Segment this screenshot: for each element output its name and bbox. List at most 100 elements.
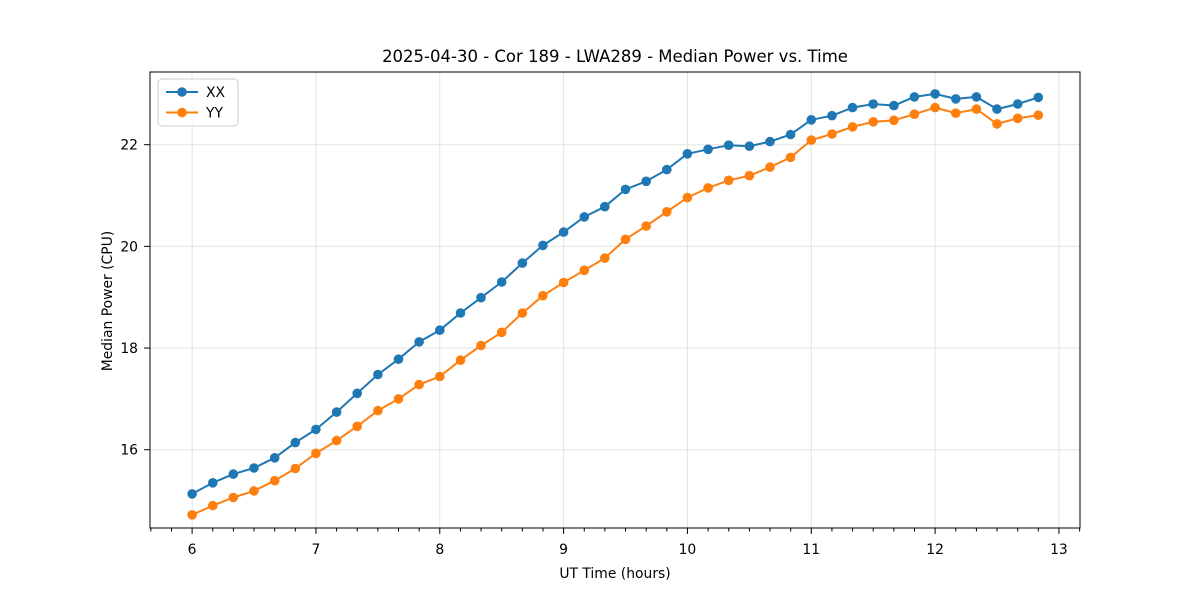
series-point-XX: [352, 388, 363, 399]
series-point-YY: [579, 265, 590, 276]
series-point-YY: [971, 104, 982, 114]
series-point-YY: [847, 122, 858, 132]
series-point-YY: [208, 500, 218, 511]
y-tick-label: 22: [120, 138, 138, 154]
series-point-XX: [558, 227, 569, 237]
series-point-XX: [930, 89, 940, 99]
series-point-YY: [703, 183, 713, 193]
series-point-XX: [249, 463, 259, 473]
series-point-XX: [847, 102, 858, 113]
series-point-XX: [744, 141, 755, 151]
legend-box: [157, 78, 239, 127]
series-point-XX: [311, 424, 321, 435]
series-point-XX: [600, 201, 610, 212]
series-point-YY: [868, 117, 878, 127]
series-point-XX: [909, 92, 920, 102]
series-point-XX: [290, 437, 301, 448]
series-point-YY: [620, 234, 631, 245]
series-point-XX: [538, 240, 548, 251]
series-point-XX: [517, 258, 528, 268]
series-point-XX: [373, 369, 383, 380]
series-point-XX: [269, 453, 280, 463]
series-point-XX: [703, 144, 713, 155]
series-point-XX: [641, 176, 651, 187]
series-point-YY: [496, 327, 507, 338]
series-point-XX: [476, 292, 486, 303]
series-point-XX: [889, 100, 899, 111]
x-tick-label: 11: [802, 542, 820, 558]
series-point-YY: [992, 119, 1002, 129]
series-point-YY: [951, 108, 961, 118]
series-point-YY: [414, 379, 424, 390]
y-tick-label: 16: [120, 443, 138, 459]
series-point-XX: [992, 104, 1002, 114]
y-axis-label: Median Power (CPU): [100, 231, 116, 371]
series-point-YY: [662, 207, 672, 217]
y-tick-label: 18: [120, 341, 138, 357]
series-point-XX: [496, 277, 507, 287]
x-axis-label: UT Time (hours): [559, 566, 670, 582]
series-point-XX: [414, 337, 424, 347]
series-point-YY: [682, 192, 693, 203]
series-point-XX: [187, 489, 197, 499]
series-point-YY: [352, 421, 363, 432]
series-point-YY: [930, 102, 940, 113]
series-point-YY: [744, 170, 755, 181]
series-point-YY: [1033, 110, 1044, 120]
series-point-XX: [868, 99, 878, 109]
series-point-XX: [765, 136, 775, 147]
series-point-YY: [765, 162, 775, 172]
series-point-XX: [723, 140, 734, 150]
series-point-XX: [785, 129, 796, 140]
legend-label-XX: XX: [206, 85, 226, 101]
x-tick-label: 13: [1050, 542, 1068, 558]
series-point-YY: [889, 115, 899, 126]
legend: XX YY: [157, 78, 239, 127]
series-point-YY: [1012, 113, 1023, 124]
series-point-YY: [373, 405, 383, 416]
series-point-XX: [208, 478, 218, 488]
x-tick-label: 6: [188, 542, 197, 558]
series-point-XX: [620, 184, 631, 195]
series-point-YY: [517, 308, 528, 318]
series-point-YY: [723, 175, 734, 186]
series-point-XX: [971, 92, 982, 102]
x-tick-label: 7: [312, 542, 321, 558]
chart-title: 2025-04-30 - Cor 189 - LWA289 - Median P…: [382, 47, 848, 66]
series-point-XX: [435, 325, 445, 336]
series-point-XX: [951, 94, 961, 104]
y-tick-label: 20: [120, 239, 138, 255]
series-point-XX: [806, 115, 817, 125]
series-point-YY: [455, 355, 466, 366]
series-point-YY: [187, 510, 197, 520]
series-point-YY: [228, 492, 239, 503]
series-point-XX: [579, 212, 590, 222]
series-point-XX: [682, 149, 693, 159]
series-point-YY: [806, 135, 817, 145]
series-point-YY: [249, 486, 259, 496]
series-point-YY: [476, 340, 486, 351]
plot-content: 6 7 8 9 10 11 12 13 16 18 20 22: [120, 71, 1081, 558]
plot-background: [150, 72, 1080, 528]
series-point-XX: [228, 469, 239, 479]
series-point-XX: [662, 164, 672, 175]
x-tick-label: 12: [926, 542, 944, 558]
series-point-XX: [1033, 92, 1044, 103]
series-point-YY: [331, 435, 342, 446]
series-point-YY: [311, 448, 321, 459]
series-point-XX: [331, 407, 342, 417]
x-tick-label: 9: [559, 542, 568, 558]
series-point-YY: [641, 221, 651, 231]
series-point-XX: [393, 354, 404, 365]
series-point-YY: [600, 253, 610, 263]
series-point-YY: [538, 290, 548, 301]
legend-marker-YY: [177, 107, 187, 118]
series-point-YY: [827, 129, 837, 139]
series-point-XX: [1012, 99, 1023, 109]
series-point-YY: [269, 475, 280, 486]
series-point-YY: [393, 394, 404, 404]
legend-label-YY: YY: [205, 105, 223, 121]
x-tick-label: 10: [679, 542, 697, 558]
series-point-XX: [455, 308, 466, 318]
